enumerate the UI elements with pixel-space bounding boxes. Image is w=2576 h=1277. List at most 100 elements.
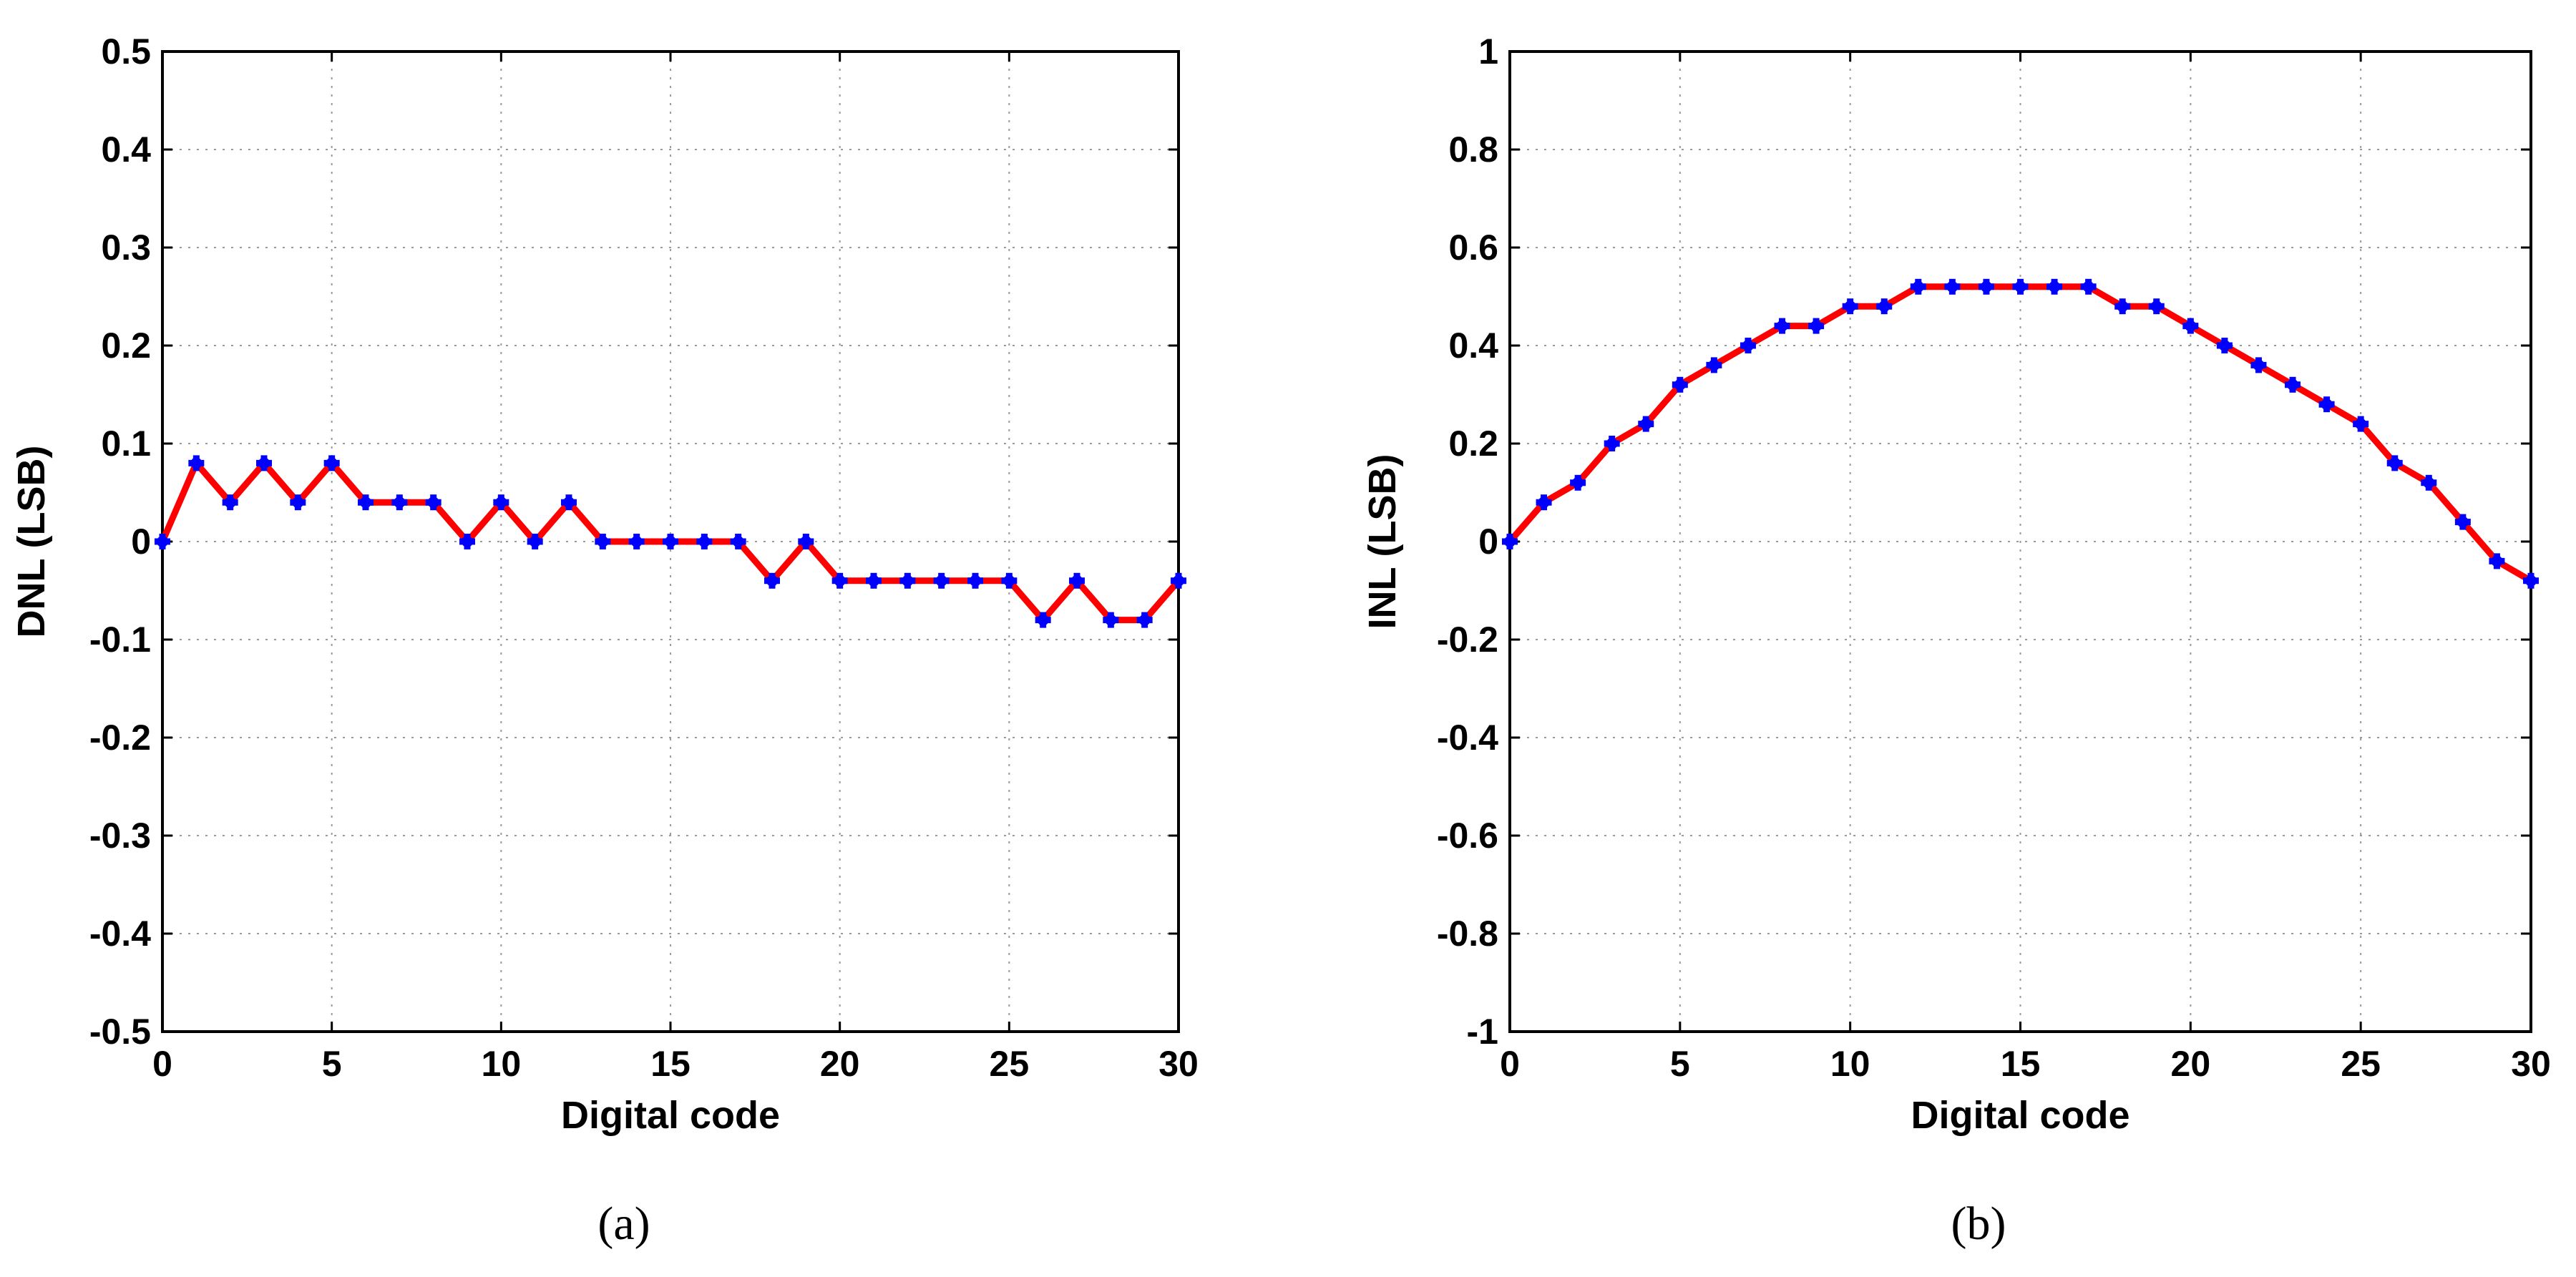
chart-panel-b: 0 5 10 15 20 25 30 -1 -0.8 -0.6 -0.4 -0.2 0 0.2 0.4 0.6… (1361, 31, 2551, 1137)
chart-a-data-point (155, 534, 170, 549)
chart-b-x-tick-label: 10 (1830, 1044, 1870, 1084)
chart-a-data-point (188, 455, 205, 471)
chart-b-data-point (1502, 534, 1518, 549)
chart-b-data-point (2080, 278, 2097, 295)
chart-a-data-point (1103, 612, 1119, 628)
caption-a: (a) (597, 1198, 650, 1250)
chart-a-data-point (222, 494, 238, 511)
chart-b-y-tick-label: -1 (1467, 1012, 1498, 1052)
chart-b-x-tick-label: 15 (2001, 1044, 2041, 1084)
chart-a-x-tick-label: 0 (152, 1044, 172, 1084)
chart-a-x-tick-label: 25 (990, 1044, 1030, 1084)
chart-a-data-point (323, 455, 340, 471)
chart-a-data-point (1136, 612, 1153, 628)
chart-a-data-point (1035, 612, 1051, 628)
chart-b-data-point (2216, 338, 2233, 353)
chart-a-data-point (764, 572, 780, 589)
chart-a-data-point (866, 572, 882, 589)
chart-b-data-point (2285, 376, 2301, 393)
chart-b-y-tick-label: 0.8 (1448, 129, 1498, 170)
chart-a-y-tick-label: 0.3 (101, 227, 151, 268)
chart-a-data-point (967, 572, 983, 589)
chart-b-x-tick-label: 25 (2341, 1044, 2381, 1084)
chart-a-y-tick-label: -0.3 (89, 816, 151, 856)
chart-a-x-tick-label: 20 (820, 1044, 860, 1084)
chart-a-y-axis-label: DNL (LSB) (10, 446, 53, 638)
chart-a-x-tick-label: 15 (650, 1044, 691, 1084)
chart-a-data-point (391, 494, 408, 511)
chart-b-data-point (1570, 474, 1586, 491)
chart-a-data-point (561, 494, 577, 511)
chart-panel-a: 0 5 10 15 20 25 30 -0.5 -0.4 -0.3 -0.2 -0.1 0 0.1 0.2 0… (10, 31, 1199, 1137)
chart-b-data-point (2182, 318, 2199, 334)
chart-b-y-tick-label: -0.6 (1437, 816, 1498, 856)
chart-b-data-point (1842, 298, 1858, 315)
chart-a-data-point (696, 534, 713, 549)
chart-b-data-point (2386, 455, 2403, 471)
chart-b-y-axis-label: INL (LSB) (1361, 454, 1404, 630)
chart-a-data-point (798, 534, 814, 549)
chart-b-data-point (2012, 278, 2029, 295)
chart-a-data-point (831, 572, 848, 589)
chart-b-data-point (2318, 396, 2335, 413)
chart-a-x-tick-label: 5 (322, 1044, 342, 1084)
chart-a-y-tick-label: 0.1 (101, 424, 151, 464)
chart-b-y-tick-label: -0.4 (1437, 718, 1498, 758)
chart-a-data-point (899, 572, 916, 589)
chart-a-data-point (663, 534, 678, 549)
chart-b-y-tick-label: 0.4 (1448, 326, 1498, 366)
chart-a-y-tick-label: 0.5 (101, 31, 151, 72)
chart-a-y-tick-label: -0.1 (89, 620, 151, 660)
chart-a-data-point (628, 534, 645, 549)
chart-b-series-line (1506, 283, 2534, 584)
chart-a-x-axis-label: Digital code (561, 1094, 780, 1137)
chart-b-data-point (2250, 357, 2267, 373)
chart-b-y-tick-label: 0.6 (1448, 227, 1498, 268)
chart-b-y-tick-label: 1 (1478, 31, 1498, 72)
chart-b-data-point (1944, 278, 1961, 295)
chart-b-data-point (2454, 514, 2471, 530)
chart-b-data-point (1638, 416, 1654, 432)
chart-b-x-tick-label: 30 (2511, 1044, 2551, 1084)
chart-a-data-point (1069, 572, 1085, 589)
chart-a-data-point (493, 494, 509, 511)
chart-a-x-tick-label: 30 (1158, 1044, 1199, 1084)
chart-b-data-point (1604, 436, 1620, 451)
chart-a-data-point (290, 494, 306, 511)
chart-b-data-point (2148, 298, 2165, 315)
chart-b-data-point (1740, 338, 1756, 353)
chart-b-x-tick-label: 20 (2171, 1044, 2211, 1084)
chart-b-y-tick-label: -0.2 (1437, 620, 1498, 660)
chart-a-y-tick-label: -0.5 (89, 1012, 151, 1052)
chart-a-data-point (358, 494, 374, 511)
chart-a-data-point (1001, 572, 1018, 589)
chart-a-y-tick-label: 0 (131, 522, 151, 562)
chart-b-data-point (1774, 318, 1790, 334)
chart-b-y-tick-label: 0 (1478, 522, 1498, 562)
chart-b-data-point (2046, 278, 2063, 295)
chart-b-data-point (1536, 494, 1552, 511)
chart-b-y-tick-label: 0.2 (1448, 424, 1498, 464)
caption-b: (b) (1951, 1198, 2006, 1250)
chart-b-data-point (1706, 357, 1722, 373)
chart-b-x-tick-label: 0 (1500, 1044, 1520, 1084)
chart-b-y-tick-label: -0.8 (1437, 914, 1498, 954)
chart-a-data-point (256, 455, 272, 471)
chart-b-x-tick-label: 5 (1670, 1044, 1690, 1084)
chart-a-y-tick-label: -0.2 (89, 718, 151, 758)
chart-b-data-point (1876, 298, 1893, 315)
chart-a-data-point (459, 534, 475, 549)
chart-a-y-tick-label: 0.2 (101, 326, 151, 366)
chart-b-data-point (2489, 553, 2505, 569)
chart-a-y-tick-label: 0.4 (101, 129, 151, 170)
chart-b-data-point (2421, 474, 2437, 491)
chart-b-data-point (1672, 376, 1688, 393)
chart-b-data-point (2353, 416, 2369, 432)
chart-b-data-point (1910, 278, 1926, 295)
chart-b-x-axis-label: Digital code (1911, 1094, 2129, 1137)
chart-a-data-point (730, 534, 746, 549)
chart-a-data-point (933, 572, 950, 589)
chart-a-data-point (527, 534, 543, 549)
chart-a-y-tick-label: -0.4 (89, 914, 151, 954)
